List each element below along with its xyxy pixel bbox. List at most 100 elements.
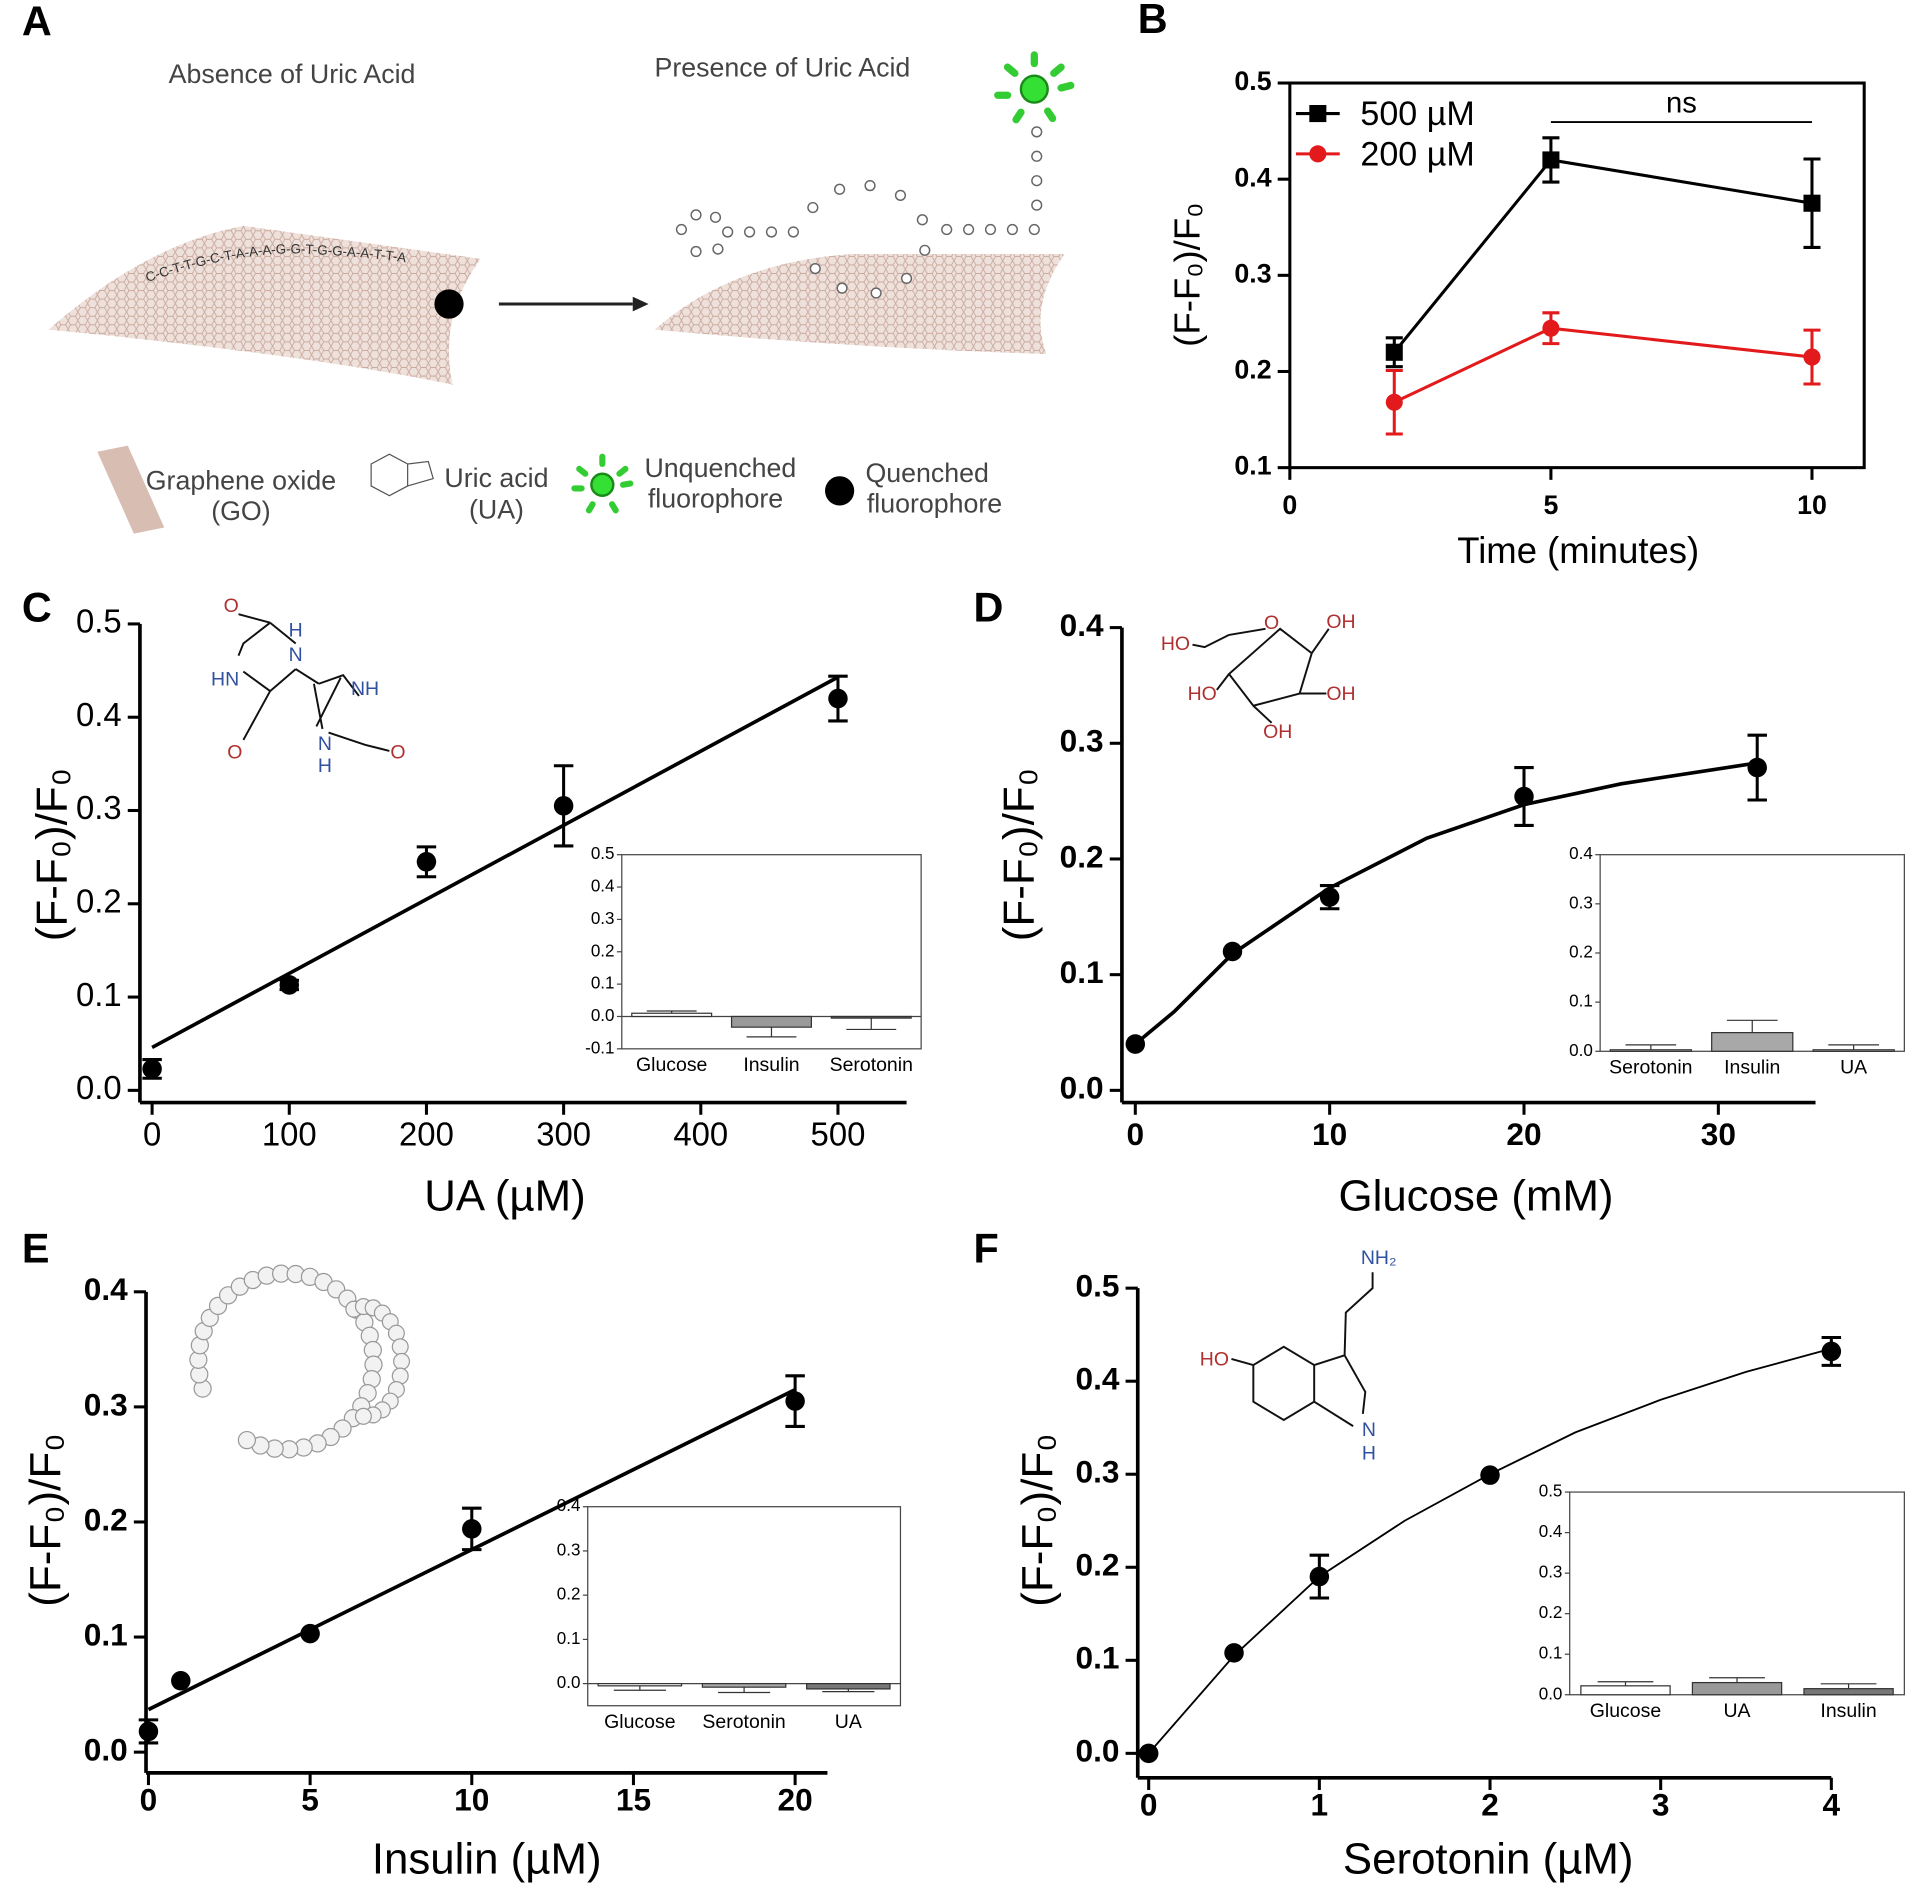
y-tick-label: 0.2 bbox=[1060, 838, 1104, 874]
marker bbox=[138, 1721, 159, 1742]
marker bbox=[1803, 348, 1821, 366]
panel-label: C bbox=[22, 583, 52, 630]
panel-label: E bbox=[22, 1224, 50, 1271]
marker bbox=[785, 1391, 805, 1411]
atom-label: N bbox=[1362, 1419, 1376, 1441]
annotation: ns bbox=[1666, 88, 1697, 120]
insulin-residue bbox=[393, 1352, 411, 1370]
atom-label: H bbox=[318, 755, 332, 777]
inset-y-tick-label: 0.2 bbox=[1569, 942, 1593, 961]
atom-label: OH bbox=[1326, 611, 1355, 633]
marker bbox=[553, 796, 574, 816]
y-axis-label: (F-F₀)/F₀ bbox=[995, 768, 1044, 941]
inset-x-tick-label: UA bbox=[835, 1711, 862, 1733]
x-tick-label: 300 bbox=[536, 1115, 591, 1152]
inset-y-tick-label: 0.3 bbox=[557, 1540, 581, 1559]
y-tick-label: 0.3 bbox=[76, 789, 122, 826]
marker bbox=[1309, 1566, 1330, 1587]
x-tick-label: 0 bbox=[1282, 490, 1297, 520]
quenched-icon bbox=[825, 476, 855, 506]
inset-bar bbox=[1609, 1049, 1693, 1052]
inset-y-tick-label: 0.2 bbox=[591, 941, 615, 960]
panel-a: A Absence of Uric Acid Presence of Uric … bbox=[22, 0, 1075, 534]
series-line bbox=[1393, 326, 1813, 404]
inset-bar bbox=[597, 1683, 683, 1687]
marker bbox=[1480, 1465, 1500, 1485]
inset-y-tick-label: 0.0 bbox=[1539, 1684, 1563, 1703]
inset-x-tick-label: Glucose bbox=[636, 1054, 707, 1076]
x-tick-label: 10 bbox=[1312, 1116, 1347, 1152]
atom-label: O bbox=[227, 741, 242, 763]
atom-label: H bbox=[289, 619, 303, 641]
y-tick-label: 0.5 bbox=[1076, 1267, 1120, 1303]
y-tick-label: 0.1 bbox=[1234, 451, 1271, 481]
inset-y-tick-label: -0.1 bbox=[585, 1038, 614, 1057]
x-axis-label: UA (µM) bbox=[424, 1172, 586, 1221]
x-tick-label: 3 bbox=[1652, 1786, 1670, 1822]
inset-x-tick-label: Serotonin bbox=[702, 1711, 785, 1733]
marker bbox=[1125, 1034, 1146, 1054]
y-tick-label: 0.0 bbox=[1076, 1733, 1120, 1769]
inset-x-tick-label: UA bbox=[1840, 1057, 1867, 1079]
inset-y-tick-label: 0.0 bbox=[557, 1673, 581, 1692]
marker bbox=[1385, 393, 1403, 411]
inset-frame bbox=[1569, 1491, 1905, 1696]
inset-y-tick-label: 0.2 bbox=[1539, 1603, 1563, 1622]
atom-label: OH bbox=[1326, 683, 1355, 705]
atom-label: HN bbox=[211, 668, 239, 690]
inset-bar bbox=[701, 1683, 787, 1688]
legend-label: 200 µM bbox=[1360, 135, 1474, 173]
y-tick-label: 0.5 bbox=[76, 603, 122, 640]
insulin-residue bbox=[391, 1338, 409, 1356]
y-tick-label: 0.2 bbox=[1076, 1547, 1120, 1583]
ua-icon bbox=[370, 453, 434, 497]
y-tick-label: 0.4 bbox=[1060, 607, 1104, 643]
y-tick-label: 0.3 bbox=[1076, 1454, 1120, 1490]
legend-label: 500 µM bbox=[1360, 95, 1474, 133]
marker bbox=[1222, 941, 1243, 962]
legend-text: Unquenched bbox=[645, 453, 797, 483]
y-tick-label: 0.2 bbox=[1234, 355, 1271, 385]
x-tick-label: 0 bbox=[1127, 1116, 1145, 1152]
inset-bar bbox=[1691, 1681, 1783, 1696]
insulin-residue bbox=[354, 1407, 372, 1425]
y-tick-label: 0.2 bbox=[84, 1501, 128, 1537]
x-tick-label: 5 bbox=[1543, 490, 1558, 520]
diagram-title: Presence of Uric Acid bbox=[655, 53, 911, 83]
inset-bar bbox=[806, 1683, 891, 1690]
y-axis-label: (F-F₀)/F₀ bbox=[21, 1434, 70, 1607]
x-tick-label: 1 bbox=[1311, 1786, 1329, 1822]
legend-text: Uric acid bbox=[444, 463, 548, 493]
marker bbox=[416, 852, 437, 872]
fit-line bbox=[1134, 761, 1758, 1046]
inset-y-tick-label: 0.4 bbox=[1539, 1522, 1563, 1541]
inset-y-tick-label: 0.5 bbox=[591, 844, 615, 863]
inset-x-tick-label: Glucose bbox=[1590, 1700, 1661, 1722]
unquenched-fluorophore bbox=[994, 51, 1075, 124]
marker bbox=[142, 1059, 162, 1079]
y-tick-label: 0.3 bbox=[84, 1386, 128, 1422]
inset-y-tick-label: 0.5 bbox=[1539, 1482, 1563, 1501]
inset-bar bbox=[730, 1015, 812, 1028]
marker bbox=[1138, 1743, 1159, 1764]
x-tick-label: 200 bbox=[399, 1115, 454, 1152]
panel-label: D bbox=[973, 583, 1003, 630]
inset-y-tick-label: 0.1 bbox=[591, 974, 615, 993]
marker bbox=[1385, 343, 1403, 361]
x-tick-label: 2 bbox=[1481, 1786, 1499, 1822]
x-axis-label: Glucose (mM) bbox=[1339, 1172, 1614, 1221]
y-tick-label: 0.0 bbox=[1060, 1070, 1104, 1106]
quenched-fluorophore bbox=[434, 289, 464, 319]
x-tick-label: 0 bbox=[1140, 1786, 1158, 1822]
x-tick-label: 400 bbox=[673, 1115, 728, 1152]
atom-label: O bbox=[224, 595, 239, 617]
marker bbox=[1542, 319, 1560, 337]
marker bbox=[462, 1519, 482, 1539]
legend-marker bbox=[1309, 145, 1327, 163]
y-tick-label: 0.4 bbox=[1234, 162, 1271, 192]
x-tick-label: 20 bbox=[1506, 1116, 1541, 1152]
atom-label: H bbox=[1362, 1442, 1376, 1464]
inset-y-tick-label: 0.4 bbox=[557, 1496, 581, 1515]
inset-bar bbox=[1812, 1049, 1895, 1052]
inset-bar bbox=[1803, 1688, 1894, 1696]
